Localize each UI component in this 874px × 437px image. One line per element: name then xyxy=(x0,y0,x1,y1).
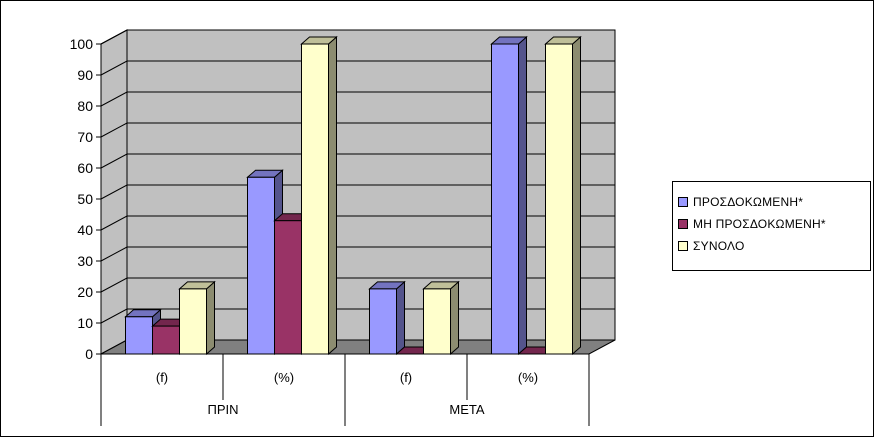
x-tick-label: (f) xyxy=(156,370,168,385)
y-tick-label: 40 xyxy=(77,222,93,238)
y-tick-label: 70 xyxy=(77,129,93,145)
gridline xyxy=(100,29,615,45)
y-tick-label: 20 xyxy=(77,284,93,300)
y-axis: 0 10 20 30 40 50 60 70 80 90 100 xyxy=(70,36,102,362)
y-tick-label: 10 xyxy=(77,315,93,331)
bar-front-face xyxy=(247,176,275,355)
bar-side-face xyxy=(396,280,405,356)
bar-side-face xyxy=(328,35,337,356)
bar-side-face xyxy=(518,35,527,356)
y-tick-label: 0 xyxy=(85,346,93,362)
y-tick-label: 30 xyxy=(77,253,93,269)
legend-label: ΠΡΟΣΔΟΚΩΜΕΝΗ* xyxy=(693,195,804,209)
bar-side-face xyxy=(450,280,459,356)
x-axis: (f) (%) (f) (%) ΠΡΙΝ ΜΕΤΑ xyxy=(100,353,590,426)
gridline xyxy=(100,60,615,76)
bar-front-face xyxy=(545,43,573,355)
legend-swatch xyxy=(678,219,688,229)
gridline xyxy=(100,246,615,262)
x-tick-label: (f) xyxy=(400,370,412,385)
bar-ΣΥΝΟΛΟ-(%) xyxy=(544,35,582,356)
y-tick-label: 50 xyxy=(77,191,93,207)
bar-side-face xyxy=(572,35,581,356)
gridlines xyxy=(100,29,615,324)
bar-front-face xyxy=(274,220,302,355)
gridline xyxy=(100,277,615,293)
legend-label: ΣΥΝΟΛΟ xyxy=(693,239,745,253)
bar-front-face xyxy=(369,288,397,355)
gridline xyxy=(100,122,615,138)
bar-front-face xyxy=(152,325,180,355)
y-tick-label: 60 xyxy=(77,160,93,176)
chart-walls xyxy=(100,29,616,355)
bar-front-face xyxy=(491,43,519,355)
bars xyxy=(124,35,582,356)
gridline xyxy=(100,153,615,169)
bar-ΣΥΝΟΛΟ-(f) xyxy=(422,280,460,356)
legend-swatch xyxy=(678,197,688,207)
y-tick-label: 100 xyxy=(70,36,94,52)
y-tick-label: 90 xyxy=(77,67,93,83)
y-tick-label: 80 xyxy=(77,98,93,114)
bar-ΠΡΟΣΔΟΚΩΜΕΝΗ*-(%) xyxy=(490,35,528,356)
gridline xyxy=(100,215,615,231)
legend-item: ΣΥΝΟΛΟ xyxy=(678,235,870,257)
x-tick-label: (%) xyxy=(274,370,294,385)
legend-swatch xyxy=(678,241,688,251)
legend: ΠΡΟΣΔΟΚΩΜΕΝΗ* ΜΗ ΠΡΟΣΔΟΚΩΜΕΝΗ* ΣΥΝΟΛΟ xyxy=(672,181,871,271)
bar-front-face xyxy=(179,288,207,355)
bar-front-face xyxy=(423,288,451,355)
bar-front-face xyxy=(301,43,329,355)
bar-front-face xyxy=(125,316,153,355)
legend-item: ΠΡΟΣΔΟΚΩΜΕΝΗ* xyxy=(678,191,870,213)
gridline xyxy=(100,184,615,200)
bar-ΣΥΝΟΛΟ-(f) xyxy=(178,280,216,356)
legend-item: ΜΗ ΠΡΟΣΔΟΚΩΜΕΝΗ* xyxy=(678,213,870,235)
bar-side-face xyxy=(206,280,215,356)
bar-ΠΡΟΣΔΟΚΩΜΕΝΗ*-(f) xyxy=(368,280,406,356)
x-tick-label: (%) xyxy=(518,370,538,385)
x-group-label: ΠΡΙΝ xyxy=(207,402,238,417)
legend-label: ΜΗ ΠΡΟΣΔΟΚΩΜΕΝΗ* xyxy=(693,217,826,231)
gridline xyxy=(100,91,615,107)
x-group-label: ΜΕΤΑ xyxy=(449,402,484,417)
bar-ΣΥΝΟΛΟ-(%) xyxy=(300,35,338,356)
